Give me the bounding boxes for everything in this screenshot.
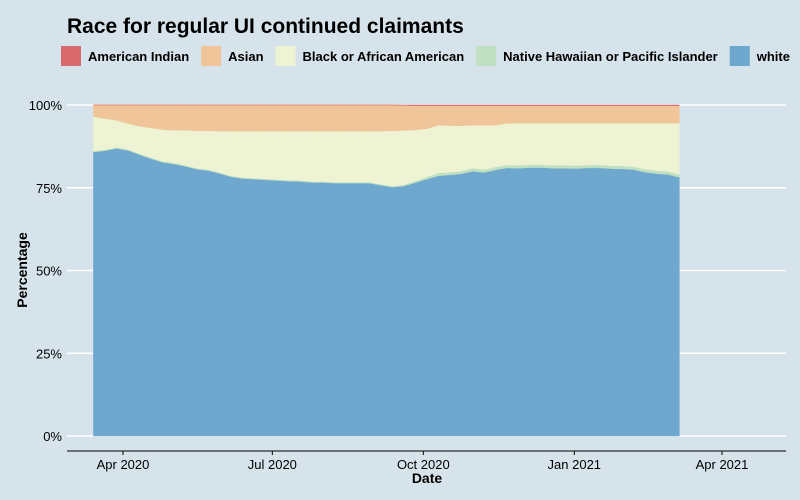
y-tick-label: 0% xyxy=(43,429,62,444)
legend-swatch xyxy=(61,46,81,66)
legend-item: Native Hawaiian or Pacific Islander xyxy=(476,46,718,66)
x-tick-label: Apr 2020 xyxy=(97,457,150,472)
legend-label: Asian xyxy=(228,49,263,64)
x-tick-label: Apr 2021 xyxy=(696,457,749,472)
y-tick-label: 100% xyxy=(29,98,63,113)
y-axis: 0% 25% 50% 75% 100% xyxy=(29,98,63,444)
area-american-indian xyxy=(93,104,680,106)
legend-label: white xyxy=(756,49,790,64)
y-axis-title: Percentage xyxy=(14,232,30,308)
legend-swatch xyxy=(275,46,296,66)
y-tick-label: 25% xyxy=(36,346,62,361)
x-axis: Apr 2020 Jul 2020 Oct 2020 Jan 2021 Apr 2021 xyxy=(67,450,786,472)
x-tick-label: Jan 2021 xyxy=(548,457,602,472)
legend-swatch xyxy=(201,46,222,66)
legend-swatch xyxy=(729,46,750,66)
legend-item: white xyxy=(729,46,790,66)
x-tick-label: Jul 2020 xyxy=(248,457,297,472)
legend-item: Asian xyxy=(201,46,264,66)
area-white xyxy=(93,148,680,437)
data-areas xyxy=(93,104,680,437)
legend-label: Black or African American xyxy=(303,49,465,64)
y-tick-label: 75% xyxy=(36,181,62,196)
legend-item: Black or African American xyxy=(275,46,465,66)
y-tick-label: 50% xyxy=(36,264,62,279)
legend: American Indian Asian Black or African Ame… xyxy=(61,46,790,66)
x-tick-label: Oct 2020 xyxy=(397,457,450,472)
chart-title: Race for regular UI continued claimants xyxy=(67,15,464,38)
legend-swatch xyxy=(476,46,497,66)
legend-item: American Indian xyxy=(61,46,189,66)
x-axis-title: Date xyxy=(412,470,443,486)
legend-label: Native Hawaiian or Pacific Islander xyxy=(503,49,718,64)
legend-label: American Indian xyxy=(88,49,189,64)
